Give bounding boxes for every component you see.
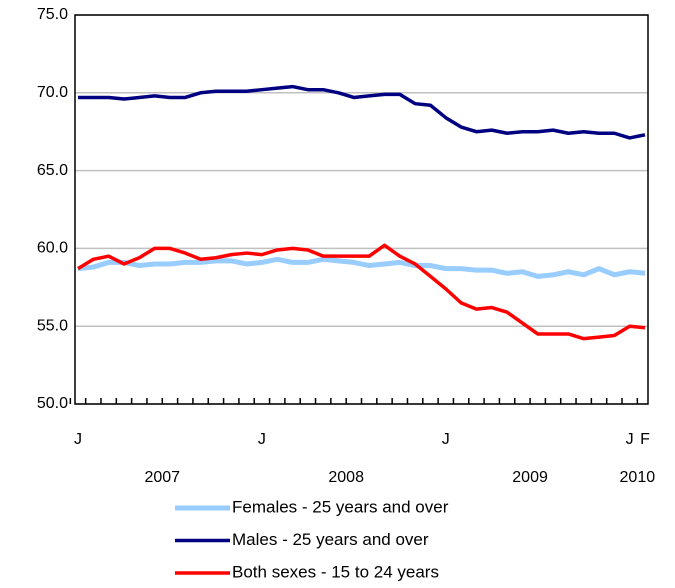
series-line bbox=[77, 256, 646, 279]
y-tick-label: 50.0 bbox=[37, 395, 68, 412]
legend-text: Males - 25 years and over bbox=[232, 530, 429, 549]
y-tick-label: 75.0 bbox=[37, 6, 68, 23]
x-tick-label: J bbox=[258, 431, 266, 448]
year-label: 2010 bbox=[620, 469, 656, 486]
series-line bbox=[77, 243, 646, 341]
x-tick-label: J bbox=[74, 431, 82, 448]
series-line bbox=[78, 84, 646, 140]
x-tick-label: F bbox=[640, 431, 650, 448]
year-label: 2009 bbox=[512, 469, 548, 486]
y-tick-label: 65.0 bbox=[37, 162, 68, 179]
plot-border bbox=[74, 14, 649, 405]
year-label: 2008 bbox=[328, 469, 364, 486]
y-tick-label: 55.0 bbox=[37, 317, 68, 334]
legend-text: Females - 25 years and over bbox=[232, 497, 449, 516]
x-tick-label: J bbox=[626, 431, 634, 448]
x-tick-label: J bbox=[442, 431, 450, 448]
y-tick-label: 70.0 bbox=[37, 84, 68, 101]
legend-text: Both sexes - 15 to 24 years bbox=[232, 562, 439, 581]
y-tick-label: 60.0 bbox=[37, 240, 68, 257]
year-label: 2007 bbox=[144, 469, 180, 486]
